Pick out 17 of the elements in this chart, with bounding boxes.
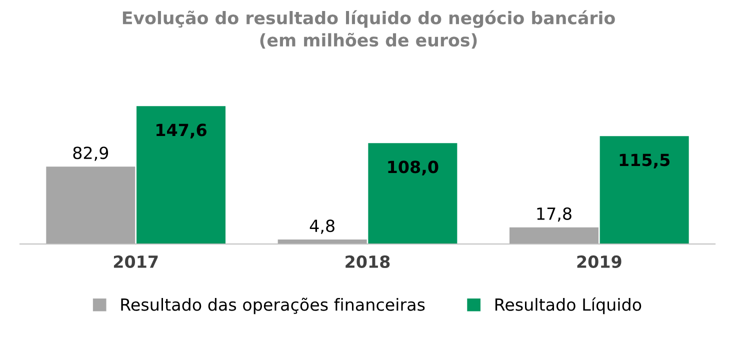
bar — [509, 227, 598, 244]
data-label: 17,8 — [537, 207, 572, 222]
bar — [46, 166, 136, 244]
bar — [136, 106, 226, 244]
legend-label: Resultado das operações financeiras — [121, 298, 425, 314]
data-label: 147,6 — [156, 124, 206, 138]
x-tick-label: 2017 — [114, 255, 158, 268]
x-tick-label: 2019 — [577, 255, 622, 268]
legend-label: Resultado Líquido — [495, 297, 642, 314]
bar — [600, 136, 689, 244]
data-label: 82,9 — [73, 146, 108, 161]
x-tick-label: 2018 — [346, 255, 390, 268]
data-label: 108,0 — [388, 160, 438, 176]
chart-title: Evolução do resultado líquido do negócio bancário (em milhões de euros) — [122, 10, 615, 49]
data-label: 4,8 — [310, 220, 334, 234]
bar — [368, 143, 458, 244]
data-label: 115,5 — [620, 154, 670, 168]
